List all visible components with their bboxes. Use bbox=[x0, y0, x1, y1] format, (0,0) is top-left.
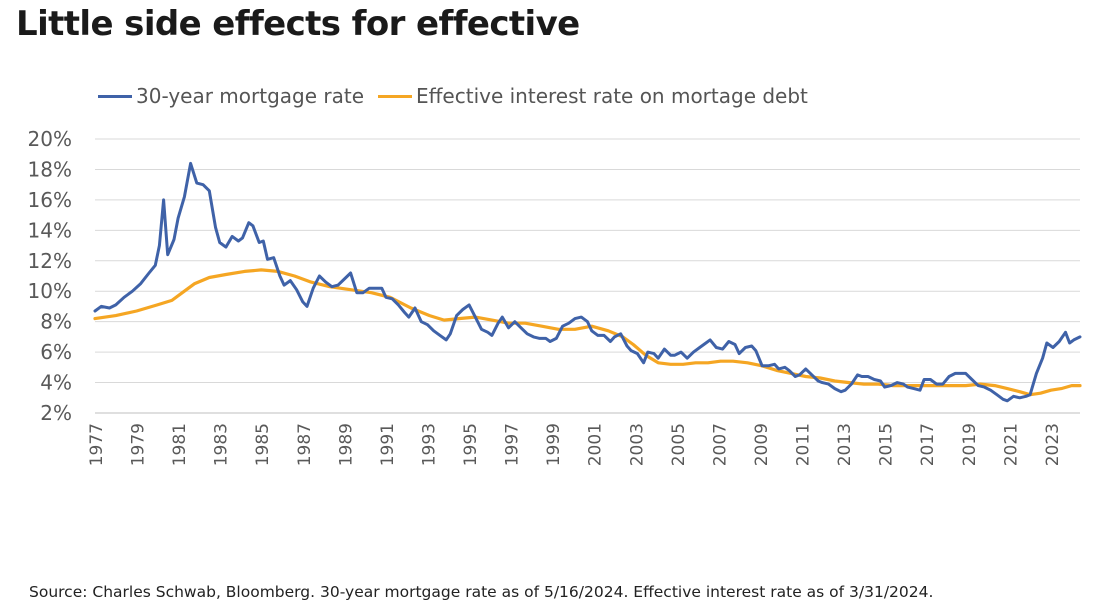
x-tick-label: 1987 bbox=[295, 423, 315, 466]
x-tick-label: 1983 bbox=[212, 423, 232, 466]
y-tick-label: 18% bbox=[28, 157, 72, 181]
x-tick-label: 2023 bbox=[1043, 423, 1063, 466]
y-tick-label: 10% bbox=[28, 279, 72, 303]
x-tick-label: 2019 bbox=[960, 423, 980, 466]
y-tick-label: 12% bbox=[28, 249, 72, 273]
x-tick-label: 2001 bbox=[586, 423, 606, 466]
x-tick-label: 1985 bbox=[253, 423, 273, 466]
x-tick-label: 2013 bbox=[835, 423, 855, 466]
legend: 30-year mortgage rate Effective interest… bbox=[98, 84, 822, 108]
source-note: Source: Charles Schwab, Bloomberg. 30-ye… bbox=[29, 583, 934, 601]
legend-label-effective-rate: Effective interest rate on mortage debt bbox=[416, 84, 808, 108]
x-tick-label: 2017 bbox=[918, 423, 938, 466]
y-tick-label: 6% bbox=[40, 340, 72, 364]
series-line-effective-rate bbox=[93, 268, 1082, 397]
y-tick-label: 2% bbox=[40, 401, 72, 425]
x-tick-label: 1979 bbox=[129, 423, 149, 466]
y-tick-label: 20% bbox=[28, 127, 72, 151]
x-tick-label: 2021 bbox=[1001, 423, 1021, 466]
x-tick-label: 2011 bbox=[794, 423, 814, 466]
x-tick-label: 1999 bbox=[544, 423, 564, 466]
x-tick-label: 2007 bbox=[710, 423, 730, 466]
x-tick-label: 1989 bbox=[336, 423, 356, 466]
series-line-mortgage-rate bbox=[93, 161, 1082, 403]
legend-item-mortgage-rate: 30-year mortgage rate bbox=[98, 84, 364, 108]
line-chart: 2% 4% 6% 8% 10% 12% 14% 16% 18% 20% 1977 1979 1981 19… bbox=[28, 127, 1082, 466]
y-tick-label: 4% bbox=[40, 371, 72, 395]
x-tick-label: 2009 bbox=[752, 423, 772, 466]
y-tick-label: 16% bbox=[28, 188, 72, 212]
y-tick-label: 8% bbox=[40, 310, 72, 334]
x-tick-label: 1991 bbox=[378, 423, 398, 466]
legend-label-mortgage-rate: 30-year mortgage rate bbox=[136, 84, 365, 108]
chart-title: Little side effects for effective bbox=[16, 4, 580, 44]
x-tick-label: 1997 bbox=[503, 423, 523, 466]
x-tick-label: 1995 bbox=[461, 423, 481, 466]
x-tick-label: 1993 bbox=[419, 423, 439, 466]
x-tick-label: 1977 bbox=[87, 423, 107, 466]
legend-swatch-mortgage-rate bbox=[98, 94, 132, 98]
x-tick-label: 2005 bbox=[669, 423, 689, 466]
x-tick-label: 1981 bbox=[170, 423, 190, 466]
legend-item-effective-rate: Effective interest rate on mortage debt bbox=[378, 84, 808, 108]
legend-swatch-effective-rate bbox=[378, 94, 413, 98]
x-tick-label: 2015 bbox=[877, 423, 897, 466]
x-tick-label: 2003 bbox=[627, 423, 647, 466]
y-tick-label: 14% bbox=[28, 218, 72, 242]
